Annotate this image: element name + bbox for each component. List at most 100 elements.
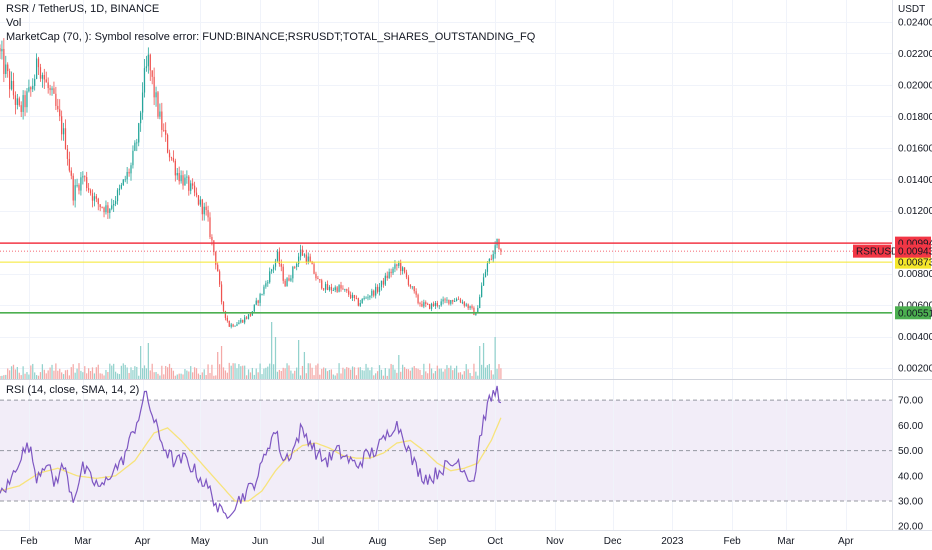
candle-down	[12, 72, 15, 100]
candle-down	[197, 194, 200, 206]
time-axis[interactable]: Feb Mar Apr May Jun Jul Aug Sep Oct Nov Dec 2023 Feb…	[20, 536, 854, 547]
candle-up	[120, 182, 122, 190]
candle-down	[64, 119, 67, 150]
volume-bar	[84, 366, 86, 379]
candle-body	[211, 237, 213, 241]
candle-down	[463, 301, 465, 308]
candle-down	[78, 183, 80, 195]
price-axis[interactable]: USDT 0.02400 0.02200 0.02000 0.01800 0.01600…	[898, 4, 932, 374]
candle-body	[18, 98, 20, 106]
candle-down	[101, 206, 103, 209]
volume-bar	[186, 370, 188, 379]
volume-bar	[113, 363, 115, 379]
volume-bar	[388, 368, 390, 379]
candle-down	[294, 265, 296, 269]
candle-up	[5, 55, 7, 78]
candle-body	[297, 256, 300, 264]
candle-down	[68, 151, 70, 173]
candle-down	[419, 301, 421, 307]
marketcap-legend[interactable]: MarketCap (70, ): Symbol resolve error: …	[6, 31, 536, 43]
volume-bar	[427, 373, 429, 379]
candle-up	[479, 294, 481, 309]
candle-up	[365, 296, 367, 299]
volume-bar	[64, 370, 67, 379]
candle-body	[419, 303, 421, 304]
price-axis-label: 0.00600	[898, 301, 932, 312]
rsi-legend[interactable]: RSI (14, close, SMA, 14, 2)	[6, 384, 140, 396]
volume-bar	[284, 368, 286, 379]
candle-down	[53, 81, 55, 94]
candle-up	[76, 178, 78, 188]
volume-bar	[213, 375, 215, 379]
symbol-legend[interactable]: RSR / TetherUS, 1D, BINANCE	[6, 3, 160, 15]
candle-body	[166, 134, 169, 153]
candle-body	[95, 196, 97, 199]
candle-down	[72, 173, 74, 206]
volume-bar	[494, 337, 496, 379]
level-tag-middle-text: 0.00873	[898, 258, 932, 269]
time-axis-label: Nov	[546, 536, 564, 547]
volume-bar	[249, 372, 252, 379]
candle-down	[284, 278, 286, 287]
candle-body	[209, 217, 211, 238]
candle-down	[91, 189, 94, 208]
volume-bar	[244, 365, 246, 379]
volume-bar	[157, 373, 159, 379]
candle-up	[461, 299, 464, 305]
price-axis-label: 0.02400	[898, 18, 932, 29]
volume-bar	[245, 375, 248, 379]
candle-up	[10, 71, 13, 91]
candle-body	[178, 173, 180, 182]
time-axis-label: Sep	[428, 536, 446, 547]
volume-bar	[440, 368, 442, 379]
candle-up	[238, 320, 240, 325]
volume-bar	[259, 363, 261, 379]
volume-bar	[481, 364, 483, 379]
volume-bar	[434, 371, 437, 379]
candle-up	[269, 267, 271, 284]
candle-down	[3, 38, 5, 83]
candle-up	[375, 283, 377, 299]
time-axis-label: Feb	[20, 536, 38, 547]
volume-bar	[178, 373, 180, 379]
candle-up	[16, 93, 18, 110]
candle-down	[467, 303, 469, 311]
candle-body	[130, 165, 132, 174]
volume-bar	[367, 367, 369, 379]
candle-body	[186, 176, 188, 178]
candle-down	[319, 279, 321, 283]
volume-bar	[86, 373, 88, 379]
candle-down	[201, 198, 203, 221]
candle-down	[500, 248, 502, 255]
candle-up	[240, 318, 242, 324]
volume-bar	[353, 367, 356, 379]
candle-body	[61, 116, 63, 135]
volume-bar	[209, 372, 211, 379]
volume-bar	[101, 373, 103, 379]
candle-body	[45, 79, 47, 83]
candle-body	[82, 176, 84, 178]
volume-bar	[130, 367, 132, 379]
rsi-axis[interactable]: 70.00 60.00 50.00 40.00 30.00 20.00	[898, 396, 923, 533]
volume-bar	[41, 364, 44, 379]
candle-up	[190, 180, 192, 195]
candle-body	[394, 264, 396, 269]
vol-legend[interactable]: Vol	[6, 17, 22, 29]
candle-down	[209, 212, 211, 240]
volume-bar	[323, 367, 325, 379]
volume-bar	[199, 375, 201, 379]
candle-down	[215, 251, 217, 270]
candle-body	[328, 286, 331, 290]
level-tag-support-bg	[895, 306, 931, 320]
candle-up	[261, 293, 263, 296]
candle-body	[459, 299, 462, 303]
candle-up	[136, 138, 138, 152]
candle-down	[151, 70, 153, 85]
price-axis-label: 0.00400	[898, 332, 932, 343]
candle-body	[30, 87, 32, 90]
volume-bar	[47, 370, 49, 379]
candle-up	[276, 249, 279, 263]
volume-bar	[282, 367, 284, 379]
volume-bar	[207, 364, 209, 379]
volume-bar	[477, 375, 479, 379]
